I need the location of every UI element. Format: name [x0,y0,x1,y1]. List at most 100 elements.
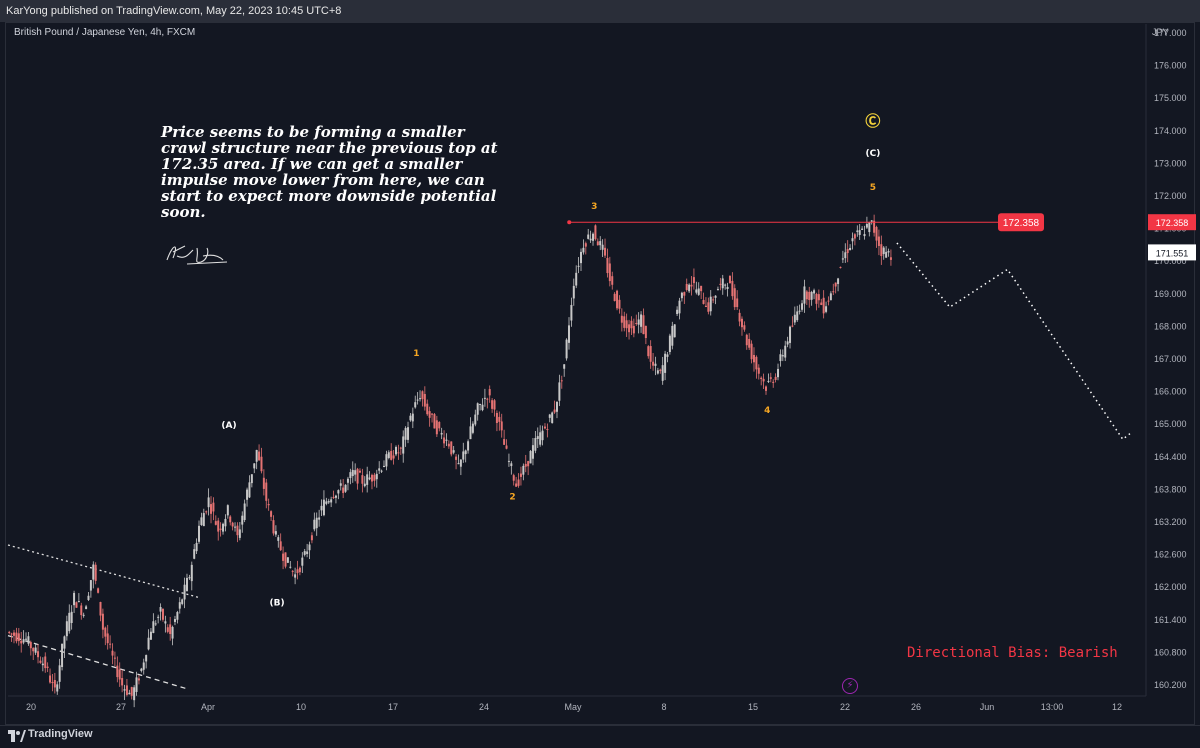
candle-body [325,501,328,504]
candle-body [390,450,393,460]
candle-body [714,295,717,298]
candle-body [736,298,739,308]
candle-body [243,503,246,520]
candle-body [680,292,683,299]
candle-body [640,314,643,327]
candle-body [471,423,474,433]
y-tick-label: 161.400 [1154,615,1187,625]
candle-body [668,335,671,353]
candle-body [546,429,549,431]
candle-body [125,685,128,695]
candle-body [673,324,676,338]
candle-body [166,627,169,632]
candle-body [642,315,645,335]
candle-body [589,238,592,241]
candle-body [123,689,126,691]
candle-body [654,363,657,366]
candle-body [625,320,628,329]
axis-last-price-tag [1148,244,1196,261]
candle-body [164,621,167,624]
candle-body [846,248,849,254]
y-tick-label: 163.800 [1154,484,1187,494]
candle-body [207,497,210,508]
candle-body [527,461,530,467]
candle-body [63,636,66,649]
candle-body [616,290,619,309]
projection-path [896,242,1133,441]
candle-body [339,483,342,486]
wave-label: (A) [221,421,236,431]
x-tick-label: Apr [201,702,215,712]
candle-body [817,294,820,301]
candle-body [190,564,193,582]
candle-body [392,455,395,459]
candle-body [22,639,25,643]
y-tick-label: 169.000 [1154,289,1187,299]
candle-body [99,601,102,616]
candle-body [421,391,424,400]
candle-body [784,345,787,358]
flash-icon[interactable]: ⚡ [842,678,858,694]
candle-body [752,355,755,363]
candle-body [373,474,376,481]
candle-body [666,354,669,357]
analysis-note: Price seems to be forming a smaller craw… [161,123,498,221]
y-tick-label: 160.800 [1154,647,1187,657]
candle-body [628,324,631,333]
candle-body [539,432,542,445]
candle-body [700,285,703,292]
y-tick-label: 176.000 [1154,61,1187,71]
candle-body [87,595,90,600]
candle-body [721,278,724,289]
x-tick-label: May [564,702,582,712]
y-tick-label: 165.000 [1154,419,1187,429]
candle-body [416,399,419,401]
candle-body [822,297,825,314]
candle-body [310,535,313,541]
candle-body [762,378,765,382]
candle-body [349,472,352,478]
candle-body [604,247,607,256]
candle-body [548,414,551,418]
candle-body [92,564,95,580]
candle-body [370,474,373,482]
candle-body [517,479,520,486]
candle-body [294,574,297,578]
candle-body [380,470,383,472]
candle-body [188,577,191,579]
candle-body [452,450,455,453]
publisher-header: KarYong published on TradingView.com, Ma… [0,0,1200,22]
candle-body [200,517,203,525]
candle-body [327,501,330,503]
candle-body [382,465,385,468]
candle-body [500,421,503,431]
candle-body [255,449,258,462]
candle-body [154,623,157,625]
candle-body [8,631,11,633]
candle-body [236,525,239,536]
candle-body [161,608,164,620]
candle-body [810,291,813,300]
candle-body [178,602,181,609]
candle-body [733,288,736,308]
candle-body [695,289,698,293]
candle-body [399,447,402,449]
candle-body [46,666,49,668]
candle-body [116,665,119,678]
candle-body [260,456,263,472]
resistance-label: 172.358 [1003,218,1040,229]
candle-body [690,284,693,287]
candle-body [469,426,472,440]
candle-body [332,497,335,499]
candle-body [793,314,796,323]
candle-body [841,258,844,260]
candle-body [97,588,100,593]
candle-body [214,521,217,525]
candle-body [709,296,712,312]
candle-body [37,651,40,658]
currency-label: JPY [1152,27,1169,37]
candle-body [861,228,864,230]
candle-body [671,325,674,346]
candle-body [431,413,434,415]
